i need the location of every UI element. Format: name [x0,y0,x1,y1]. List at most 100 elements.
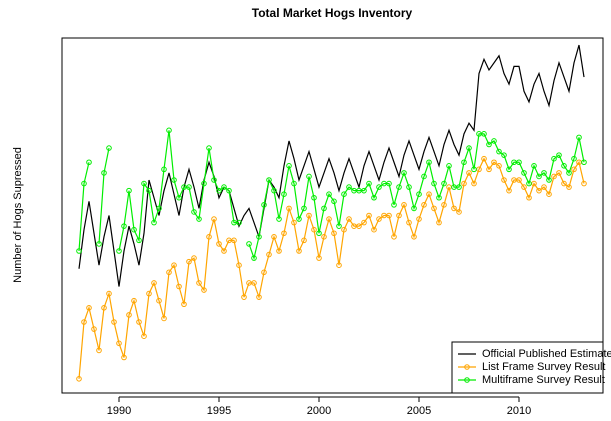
data-point [461,159,467,166]
data-point [161,166,167,173]
data-point [396,212,402,219]
data-point [306,173,312,180]
data-point [236,219,242,226]
data-point [556,170,562,176]
data-point [116,248,122,254]
data-point [286,205,292,212]
data-point [86,159,92,166]
data-point [126,187,132,194]
data-point [301,237,307,244]
data-point [276,216,282,222]
data-point [401,202,407,208]
data-point [471,166,477,173]
data-point [236,262,242,269]
data-point [521,184,527,190]
data-point [451,205,457,212]
data-point [331,198,337,205]
data-point [546,177,552,183]
data-point [156,297,162,304]
data-point [541,170,547,176]
data-point [571,166,577,173]
series-line [78,44,585,287]
data-point [291,219,297,226]
data-point [471,180,477,187]
data-point [361,187,367,194]
y-axis-label: Number of Hogs Supressed [12,147,24,283]
data-point [321,205,327,212]
data-point [201,287,207,293]
data-point [366,180,372,187]
data-point [256,294,262,300]
data-point [346,216,352,222]
data-point [281,191,287,197]
data-point [346,184,352,190]
data-point [166,269,172,276]
data-point [291,180,297,187]
data-point [556,152,562,158]
data-point [416,216,422,222]
data-point [566,184,572,190]
data-point [161,315,167,322]
data-point [406,184,412,190]
data-point [81,319,87,325]
data-point [366,212,372,219]
legend-marker [464,377,470,383]
data-point [261,269,267,276]
data-point [371,226,377,233]
data-point [486,141,492,148]
data-point [516,159,522,166]
data-point [536,187,542,194]
data-point [191,209,197,215]
data-point [211,177,217,183]
data-point [316,230,322,237]
data-point [501,177,507,183]
data-point [391,234,397,240]
data-point [496,163,502,169]
data-point [206,145,212,151]
data-point [441,180,447,187]
data-point [396,184,402,190]
legend-marker [464,364,470,370]
data-point [241,294,247,300]
data-point [386,212,392,219]
data-point [166,127,172,134]
data-point [301,205,307,212]
data-point [406,219,412,226]
data-point [271,234,277,240]
data-point [76,376,82,382]
data-point [221,184,227,190]
legend-label: List Frame Survey Result [482,361,605,373]
data-point [101,170,107,176]
data-point [456,209,462,215]
data-point [486,166,492,173]
data-point [361,219,367,226]
data-point [501,152,507,158]
data-point [266,251,272,258]
data-point [246,241,252,247]
series-line [78,130,585,261]
data-point [221,248,227,254]
data-point [521,170,527,176]
data-point [481,131,487,137]
x-tick-label: 1995 [207,405,231,417]
data-point [566,170,572,176]
data-point [261,202,267,208]
data-point [441,202,447,208]
data-point [421,202,427,208]
data-point [576,134,582,141]
data-point [176,194,182,201]
data-point [116,340,122,347]
data-point [516,177,522,183]
data-point [106,145,112,151]
data-point [466,145,472,151]
data-point [491,138,497,144]
data-point [176,283,182,290]
x-tick-label: 2000 [307,405,331,417]
data-point [256,234,262,240]
data-point [81,180,87,187]
data-point [401,170,407,176]
data-point [326,191,332,197]
data-point [561,180,567,187]
data-point [151,280,157,286]
data-point [86,305,92,311]
